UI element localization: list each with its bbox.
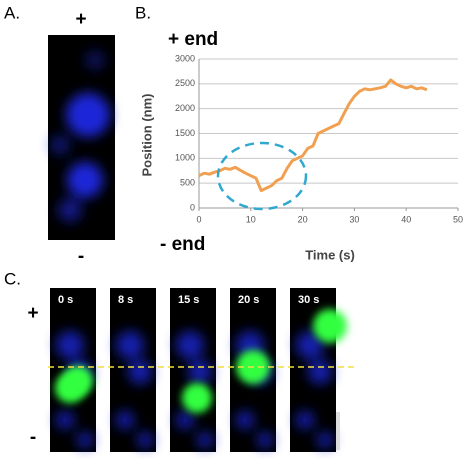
panel-label: A. — [4, 3, 20, 22]
blue-signal — [296, 411, 314, 429]
image-a — [48, 35, 115, 240]
blue-signal — [188, 360, 212, 384]
blue-signal — [116, 331, 144, 359]
y-axis-label: Position (nm) — [139, 93, 154, 176]
blue-signal — [137, 432, 153, 448]
blue-signal — [128, 360, 152, 384]
plus-label: + — [27, 303, 38, 324]
minus-label: - — [78, 246, 84, 267]
blue-signal — [176, 331, 204, 359]
x-tick-label: 10 — [246, 214, 256, 224]
x-tick-label: 30 — [349, 214, 359, 224]
y-tick-label: 2500 — [175, 78, 195, 88]
x-tick-label: 40 — [401, 214, 411, 224]
green-signal — [313, 309, 347, 343]
frame-time: 8 s — [118, 294, 133, 306]
y-tick-label: 0 — [190, 202, 195, 212]
blue-signal — [197, 432, 213, 448]
panel-label: B. — [135, 3, 151, 22]
line-chart: 0 500 1000 1500 2000 2500 3000 0 10 20 30 40 50 — [175, 53, 463, 224]
frame-time: 20 s — [238, 294, 259, 306]
y-tick-label: 1000 — [175, 153, 195, 163]
time-lapse: 0 s 8 s 15 s 20 s 30 s — [50, 288, 347, 452]
blue-signal — [236, 411, 254, 429]
y-tick-label: 3000 — [175, 53, 195, 63]
blue-signal — [296, 331, 324, 359]
x-tick-label: 0 — [196, 214, 201, 224]
y-tick-label: 500 — [180, 178, 195, 188]
highlight-ellipse — [216, 141, 308, 211]
blue-signal — [176, 411, 194, 429]
blue-signal — [77, 432, 93, 448]
x-tick-label: 50 — [453, 214, 463, 224]
fluorescence — [296, 331, 333, 448]
frame-time: 30 s — [298, 294, 319, 306]
blue-signal — [257, 432, 273, 448]
blue-signal — [317, 432, 333, 448]
plus-end-label: + end — [168, 29, 218, 50]
plus-label: + — [75, 9, 86, 30]
blue-signal — [116, 411, 134, 429]
x-tick-label: 20 — [298, 214, 308, 224]
frame-time: 0 s — [58, 294, 73, 306]
blue-signal — [56, 411, 74, 429]
panel-label: C. — [4, 269, 21, 288]
fluorescence — [176, 331, 213, 448]
minus-label: - — [30, 427, 36, 448]
fluorescence — [116, 331, 153, 448]
y-tick-label: 2000 — [175, 103, 195, 113]
x-axis-label: Time (s) — [305, 247, 355, 262]
frame-time: 15 s — [178, 294, 199, 306]
blue-signal — [56, 331, 84, 359]
green-signal — [63, 366, 93, 396]
green-signal — [182, 383, 212, 413]
scale-bar — [336, 412, 340, 450]
minus-end-label: - end — [160, 234, 205, 255]
data-line — [198, 78, 428, 193]
blue-signal — [308, 360, 332, 384]
y-tick-label: 1500 — [175, 128, 195, 138]
